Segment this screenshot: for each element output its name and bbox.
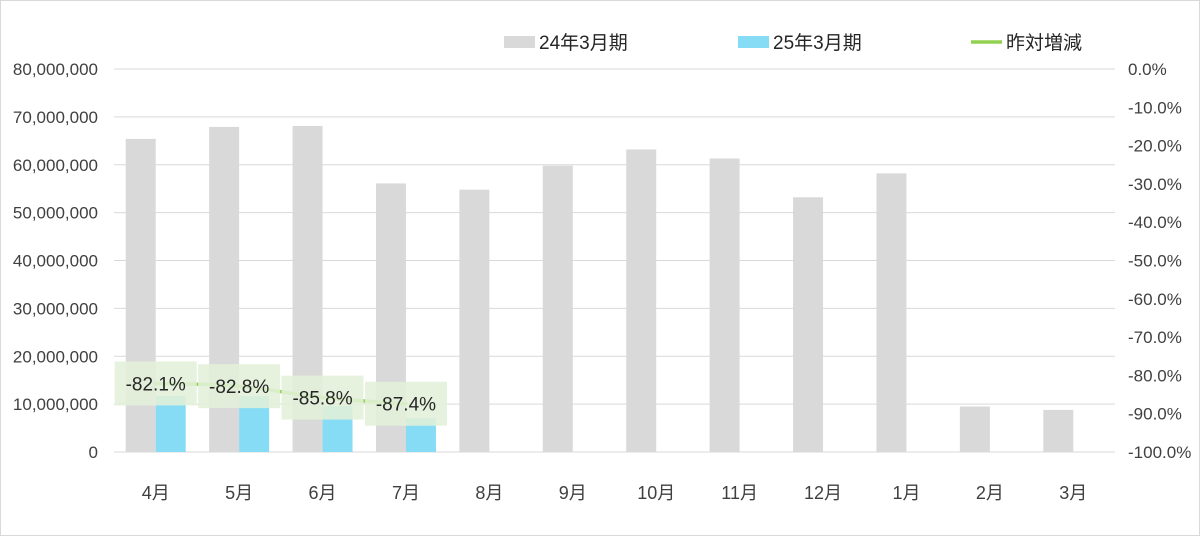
data-label-box	[198, 364, 281, 409]
data-labels: -82.1% -82.8% -85.8% -87.4%	[114, 361, 447, 426]
left-axis-tick-label: 70,000,000	[13, 108, 98, 127]
right-axis-tick-label: -10.0%	[1128, 98, 1182, 117]
x-axis-tick-label: 10月	[637, 483, 675, 503]
legend-label: 昨対増減	[1006, 32, 1082, 54]
x-axis-tick-label: 8月	[475, 483, 503, 503]
legend-label: 25年3月期	[773, 32, 862, 54]
bar-24	[876, 173, 907, 452]
x-axis-tick-label: 6月	[309, 483, 337, 503]
left-axis-tick-label: 0	[89, 443, 98, 462]
left-axis-tick-label: 40,000,000	[13, 252, 98, 271]
legend-swatch	[738, 36, 769, 48]
x-axis-tick-label: 12月	[804, 483, 842, 503]
x-axis-tick-label: 9月	[559, 483, 587, 503]
right-axis-tick-label: 0.0%	[1128, 60, 1167, 79]
right-axis-tick-label: -100.0%	[1128, 443, 1191, 462]
left-axis-tick-label: 20,000,000	[13, 347, 98, 366]
bar-24	[709, 158, 740, 452]
left-axis-tick-label: 80,000,000	[13, 60, 98, 79]
bar-24	[1043, 409, 1074, 452]
bar-24	[626, 149, 657, 452]
yoy-data-label: -82.1%	[126, 374, 186, 395]
left-axis-tick-label: 60,000,000	[13, 156, 98, 175]
bar-24	[459, 189, 490, 452]
legend-label: 24年3月期	[539, 32, 628, 54]
right-axis-tick-label: -40.0%	[1128, 213, 1182, 232]
data-label-box	[281, 375, 364, 420]
data-label-box	[364, 381, 447, 426]
bar-24	[793, 197, 824, 452]
legend-swatch	[504, 36, 535, 48]
yoy-data-label: -85.8%	[292, 389, 352, 410]
data-label-box	[114, 361, 197, 406]
x-axis-tick-label: 7月	[392, 483, 420, 503]
right-axis-tick-label: -90.0%	[1128, 405, 1182, 424]
legend: 24年3月期 25年3月期 昨対増減	[504, 32, 1082, 54]
yoy-data-label: -87.4%	[376, 395, 436, 416]
x-axis-tick-label: 11月	[721, 483, 758, 503]
right-axis-tick-label: -50.0%	[1128, 252, 1182, 271]
x-axis-tick-label: 2月	[976, 483, 1004, 503]
left-axis-tick-label: 10,000,000	[13, 395, 98, 414]
right-axis-tick-label: -70.0%	[1128, 328, 1182, 347]
x-axis-tick-label: 1月	[892, 483, 920, 503]
left-axis-tick-label: 50,000,000	[13, 204, 98, 223]
x-axis-tick-label: 3月	[1059, 483, 1087, 503]
x-axis-tick-label: 4月	[142, 483, 170, 503]
right-axis-tick-label: -30.0%	[1128, 175, 1182, 194]
bar-24	[959, 406, 990, 452]
right-axis: 0.0% -10.0% -20.0% -30.0% -40.0% -50.0% -60.0%…	[1128, 60, 1191, 462]
gridlines	[114, 68, 1115, 453]
right-axis-tick-label: -20.0%	[1128, 137, 1182, 156]
x-axis-tick-label: 5月	[225, 483, 253, 503]
right-axis-tick-label: -80.0%	[1128, 366, 1182, 385]
bar-24	[542, 165, 573, 452]
yoy-data-label: -82.8%	[209, 377, 269, 398]
x-axis: 4月 5月 6月 7月 8月 9月 10月 11月 12月 1月 2月 3月	[142, 483, 1088, 503]
left-axis: 0 10,000,000 20,000,000 30,000,000 40,000,00…	[13, 60, 98, 462]
left-axis-tick-label: 30,000,000	[13, 299, 98, 318]
right-axis-tick-label: -60.0%	[1128, 290, 1182, 309]
